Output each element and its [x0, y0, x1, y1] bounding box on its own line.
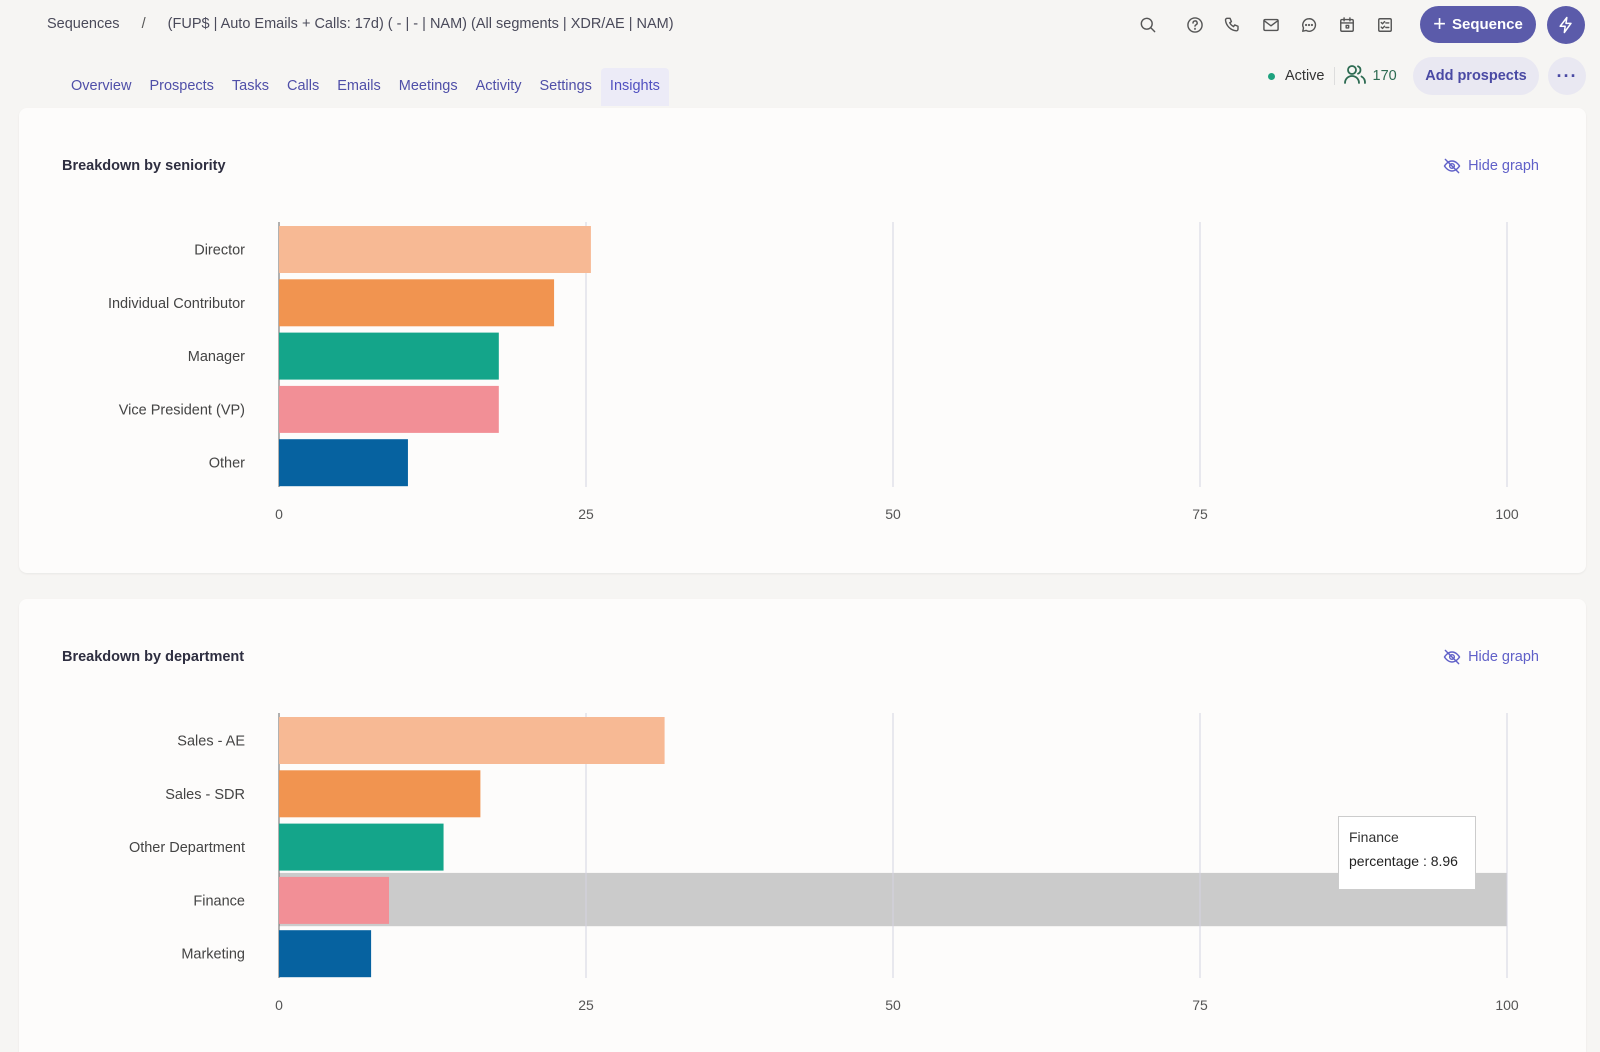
seniority-card: Breakdown by seniority Hide graph	[19, 108, 1586, 573]
eye-off-icon	[1443, 649, 1461, 665]
department-title: Breakdown by department	[62, 649, 245, 665]
breadcrumb: Sequences / (FUP$ | Auto Emails + Calls:…	[47, 16, 674, 32]
tab-tasks[interactable]: Tasks	[231, 78, 269, 94]
breadcrumb-current-sequence: (FUP$ | Auto Emails + Calls: 17d) ( - | …	[167, 16, 674, 32]
bolt-icon[interactable]	[1547, 6, 1585, 44]
seniority-title: Breakdown by seniority	[62, 158, 226, 174]
tab-activity[interactable]: Activity	[475, 78, 522, 94]
tab-emails[interactable]: Emails	[337, 78, 381, 94]
more-options-button[interactable]: ···	[1548, 57, 1586, 95]
prospect-count[interactable]: 170	[1372, 68, 1397, 84]
search-icon[interactable]	[1136, 13, 1160, 37]
add-prospects-button[interactable]: Add prospects	[1413, 57, 1539, 95]
tab-settings[interactable]: Settings	[539, 78, 592, 94]
hide-graph-label: Hide graph	[1468, 649, 1539, 665]
tooltip-value: percentage : 8.96	[1349, 853, 1458, 869]
hide-graph-label: Hide graph	[1468, 158, 1539, 174]
new-sequence-button[interactable]: + Sequence	[1420, 6, 1536, 43]
tab-prospects[interactable]: Prospects	[149, 78, 214, 94]
eye-off-icon	[1443, 158, 1461, 174]
tooltip-title: Finance	[1349, 829, 1399, 845]
calendar-icon[interactable]	[1335, 13, 1359, 37]
new-sequence-label: Sequence	[1451, 16, 1523, 33]
hide-department-graph-button[interactable]: Hide graph	[1442, 647, 1539, 667]
phone-icon[interactable]	[1221, 13, 1245, 37]
tab-insights[interactable]: Insights	[600, 68, 669, 106]
breadcrumb-separator: /	[141, 16, 146, 32]
active-status-dot	[1268, 72, 1275, 80]
users-icon	[1343, 63, 1367, 90]
tab-overview[interactable]: Overview	[71, 78, 132, 94]
plus-icon: +	[1433, 10, 1446, 36]
mail-icon[interactable]	[1259, 13, 1283, 37]
tab-calls[interactable]: Calls	[287, 78, 320, 94]
sequence-tabs: Overview Prospects Tasks Calls Emails Me…	[62, 68, 669, 108]
status-label: Active	[1285, 68, 1325, 84]
task-icon[interactable]	[1373, 13, 1397, 37]
hide-seniority-graph-button[interactable]: Hide graph	[1442, 156, 1539, 176]
tab-meetings[interactable]: Meetings	[398, 78, 458, 94]
help-icon[interactable]	[1183, 13, 1207, 37]
breadcrumb-sequences-link[interactable]: Sequences	[47, 16, 120, 32]
sequence-status: Active 170	[1268, 57, 1397, 95]
status-divider	[1333, 67, 1335, 85]
top-bar: Sequences / (FUP$ | Auto Emails + Calls:…	[0, 0, 1600, 50]
chat-icon[interactable]	[1297, 13, 1321, 37]
chart-tooltip: Finance percentage : 8.96	[1338, 816, 1476, 890]
